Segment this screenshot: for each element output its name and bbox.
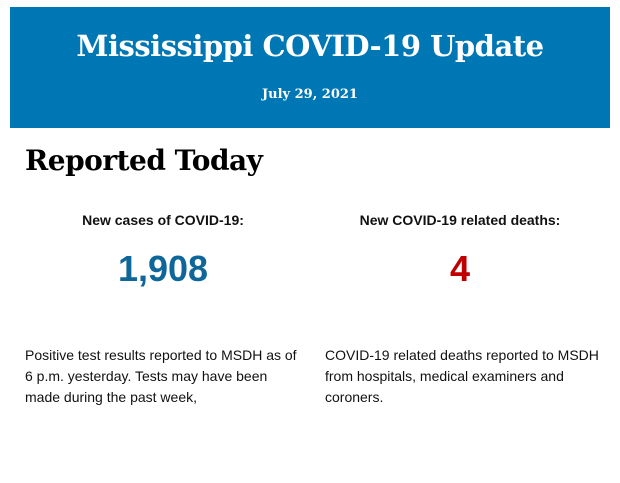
new-cases-label: New cases of COVID-19: bbox=[82, 212, 244, 228]
section-title: Reported Today bbox=[25, 144, 263, 177]
new-deaths-value: 4 bbox=[449, 248, 471, 289]
new-deaths-block: New COVID-19 related deaths: 4 bbox=[315, 212, 605, 290]
report-date: July 29, 2021 bbox=[262, 87, 358, 102]
deaths-description: COVID-19 related deaths reported to MSDH… bbox=[325, 347, 599, 405]
header-banner: Mississippi COVID-19 Update July 29, 202… bbox=[10, 7, 610, 128]
cases-description: Positive test results reported to MSDH a… bbox=[25, 347, 297, 405]
page-title: Mississippi COVID-19 Update bbox=[76, 29, 544, 63]
new-cases-block: New cases of COVID-19: 1,908 bbox=[18, 212, 308, 290]
new-deaths-label: New COVID-19 related deaths: bbox=[359, 212, 561, 228]
new-cases-value: 1,908 bbox=[117, 248, 209, 289]
